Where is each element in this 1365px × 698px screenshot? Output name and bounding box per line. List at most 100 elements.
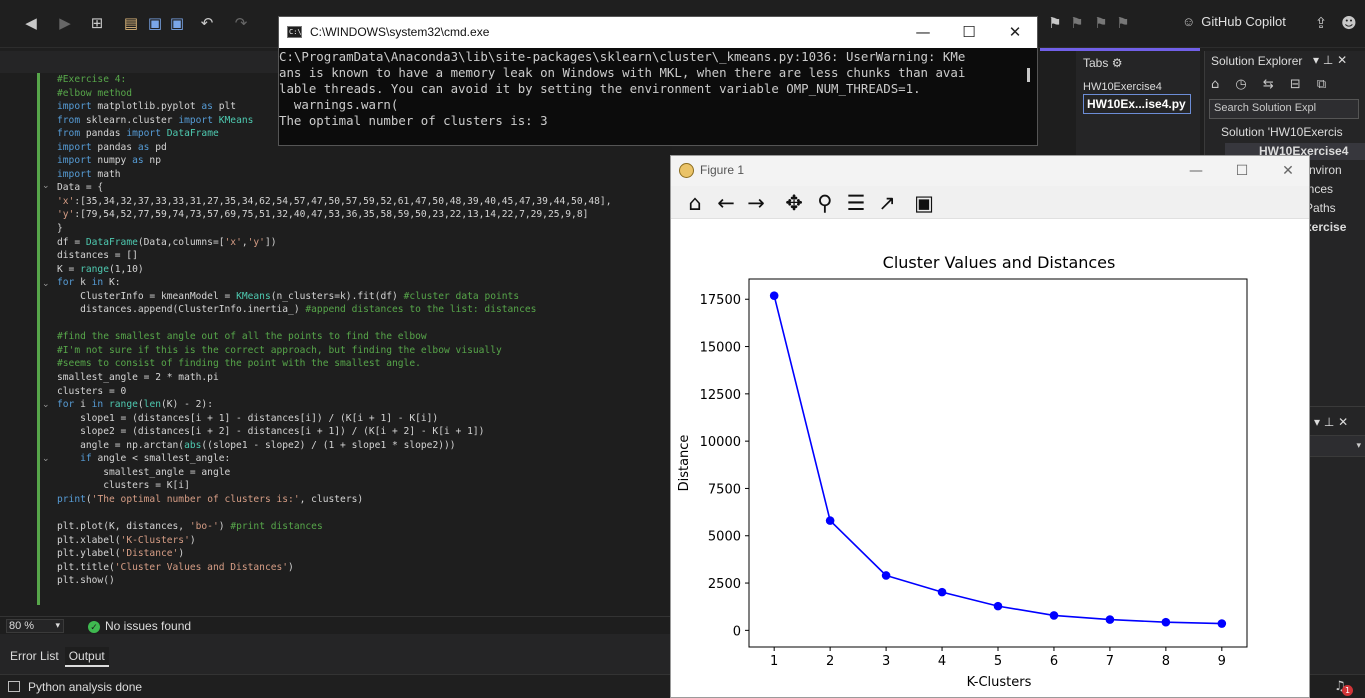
code-line[interactable]: plt.title('Cluster Values and Distances'… (57, 561, 294, 573)
notifications-button[interactable]: ♫ 1 (1334, 679, 1353, 696)
fold-toggle[interactable]: ⌄ (42, 400, 50, 410)
code-line[interactable]: slope1 = (distances[i + 1] - distances[i… (57, 412, 439, 424)
gear-icon[interactable]: ⚙ (1111, 56, 1123, 70)
cmd-title-bar[interactable]: C:\ C:\WINDOWS\system32\cmd.exe — ☐ ✕ (279, 17, 1037, 48)
solution-node[interactable]: Solution 'HW10Exercis (1221, 125, 1343, 139)
code-line[interactable]: plt.plot(K, distances, 'bo-') #print dis… (57, 521, 323, 533)
zoom-dropdown[interactable]: 80 % ▾ (6, 619, 64, 633)
zoom-icon[interactable]: ⚲ (817, 191, 833, 215)
tabs-item-file[interactable]: HW10Ex...ise4.py (1083, 94, 1191, 114)
properties-dropdown[interactable]: ▾ (1310, 435, 1365, 457)
issues-indicator[interactable]: ✓ No issues found (88, 619, 191, 633)
back-nav-icon[interactable]: ◀ (25, 14, 37, 32)
code-line[interactable]: } (57, 223, 63, 235)
code-line[interactable]: clusters = 0 (57, 385, 127, 397)
home-icon[interactable]: ⌂ (688, 191, 702, 215)
code-line[interactable]: plt.xlabel('K-Clusters') (57, 534, 196, 546)
redo-icon[interactable]: ↷ (234, 14, 248, 32)
code-line[interactable]: angle = np.arctan(abs((slope1 - slope2) … (57, 439, 456, 451)
save-all-icon[interactable]: ▣ (169, 14, 185, 32)
maximize-button[interactable]: ☐ (1235, 163, 1249, 179)
new-project-icon[interactable]: ⊞ (90, 14, 104, 32)
account-icon[interactable]: ☻ (1341, 14, 1357, 32)
forward-icon[interactable]: → (747, 191, 765, 215)
code-line[interactable]: 'x':[35,34,32,37,33,33,31,27,35,34,62,54… (57, 195, 612, 207)
code-line[interactable] (57, 507, 669, 521)
figure-title: Figure 1 (700, 163, 745, 177)
code-line[interactable]: import math (57, 168, 121, 180)
y-tick-label: 5000 (708, 530, 741, 545)
fold-toggle[interactable]: ⌄ (42, 181, 50, 191)
code-line[interactable] (57, 317, 669, 331)
code-line[interactable]: if angle < smallest_angle: (80, 453, 231, 465)
close-button[interactable]: ✕ (1282, 163, 1294, 179)
code-line[interactable]: import numpy as np (57, 155, 161, 167)
code-line[interactable]: clusters = K[i] (57, 480, 190, 492)
save-file-icon[interactable]: ▣ (147, 14, 163, 32)
code-line[interactable]: #find the smallest angle out of all the … (57, 331, 427, 343)
tabs-item-project[interactable]: HW10Exercise4 (1083, 81, 1162, 93)
undo-icon[interactable]: ↶ (200, 14, 214, 32)
subplots-icon[interactable]: ☰ (846, 191, 866, 215)
code-line[interactable]: ClusterInfo = kmeanModel = KMeans(n_clus… (57, 290, 520, 302)
customize-icon[interactable]: ↗ (878, 191, 896, 215)
code-line[interactable]: Data = { (57, 182, 104, 194)
project-node[interactable]: HW10Exercise4 (1259, 144, 1349, 158)
code-line[interactable]: K = range(1,10) (57, 263, 144, 275)
code-line[interactable]: for k in K: (57, 277, 121, 289)
bookmark-clear-icon[interactable]: ⚑ (1116, 14, 1130, 32)
fold-toggle[interactable]: ⌄ (42, 279, 50, 289)
data-point (937, 587, 947, 597)
bookmark-prev-icon[interactable]: ⚑ (1070, 14, 1084, 32)
x-tick-label: 7 (1106, 654, 1114, 669)
code-line[interactable]: smallest_angle = angle (57, 466, 231, 478)
pan-icon[interactable]: ✥ (785, 191, 803, 215)
code-line[interactable]: from sklearn.cluster import KMeans (57, 114, 254, 126)
code-line[interactable]: df = DataFrame(Data,columns=['x','y']) (57, 236, 277, 248)
bookmark-next-icon[interactable]: ⚑ (1094, 14, 1108, 32)
fold-margin: ⌄ ⌄ ⌄ ⌄ (40, 73, 54, 605)
solution-search-input[interactable]: Search Solution Expl (1209, 99, 1359, 119)
share-icon[interactable]: ⇪ (1314, 14, 1328, 32)
panel-controls[interactable]: ▾ ⊥ ✕ (1313, 53, 1348, 67)
minimize-button[interactable]: — (915, 23, 931, 41)
code-line[interactable]: for i in range(len(K) - 2): (57, 399, 213, 411)
code-line[interactable]: plt.show() (57, 575, 115, 587)
fold-toggle[interactable]: ⌄ (42, 454, 50, 464)
code-line[interactable]: #seems to consist of finding the point w… (57, 358, 421, 370)
figure-title-bar[interactable]: Figure 1 — ☐ ✕ (671, 156, 1309, 186)
code-line[interactable]: distances.append(ClusterInfo.inertia_) #… (57, 304, 537, 316)
code-line[interactable]: plt.ylabel('Distance') (57, 548, 185, 560)
code-line[interactable]: 'y':[79,54,52,77,59,74,73,57,69,75,51,32… (57, 209, 589, 221)
search-paths-node[interactable]: Paths (1305, 201, 1336, 215)
save-icon[interactable]: ▣ (914, 191, 934, 215)
y-tick-label: 12500 (700, 388, 741, 403)
code-line[interactable]: #elbow method (57, 87, 133, 99)
bookmark-icon[interactable]: ⚑ (1048, 14, 1062, 32)
code-line[interactable]: smallest_angle = 2 * math.pi (57, 372, 219, 384)
copilot-button[interactable]: ☺ GitHub Copilot (1182, 14, 1286, 29)
code-line[interactable]: #Exercise 4: (57, 74, 127, 85)
code-line[interactable]: slope2 = (distances[i + 2] - distances[i… (57, 426, 485, 438)
minimize-button[interactable]: — (1189, 163, 1203, 179)
code-line[interactable]: import pandas as pd (57, 141, 167, 153)
code-line[interactable]: from pandas import DataFrame (57, 128, 219, 140)
maximize-button[interactable]: ☐ (962, 23, 976, 41)
cmd-output[interactable]: C:\ProgramData\Anaconda3\lib\site-packag… (279, 48, 1024, 146)
code-line[interactable]: import matplotlib.pyplot as plt (57, 101, 237, 113)
code-line[interactable]: distances = [] (57, 250, 138, 262)
forward-nav-icon[interactable]: ▶ (59, 14, 71, 32)
data-point (1161, 617, 1171, 627)
open-folder-icon[interactable]: ▤ (123, 14, 139, 32)
close-button[interactable]: ✕ (1008, 23, 1022, 41)
code-line[interactable]: print('The optimal number of clusters is… (57, 493, 364, 505)
cmd-line: lable threads. You can avoid it by setti… (279, 81, 921, 96)
solution-explorer-toolbar[interactable]: ⌂ ◷ ⇆ ⊟ ⧉ (1211, 77, 1333, 92)
code-line[interactable]: #I'm not sure if this is the correct app… (57, 344, 502, 356)
code-text[interactable]: #Exercise 4: #elbow method import matplotl… (57, 73, 669, 588)
back-icon[interactable]: ← (717, 191, 735, 215)
tab-output[interactable]: Output (64, 647, 109, 667)
cmd-scrollbar[interactable] (1025, 52, 1033, 142)
panel-controls[interactable]: ▾ ⊥ ✕ (1314, 415, 1349, 429)
tab-error-list[interactable]: Error List (10, 649, 59, 663)
